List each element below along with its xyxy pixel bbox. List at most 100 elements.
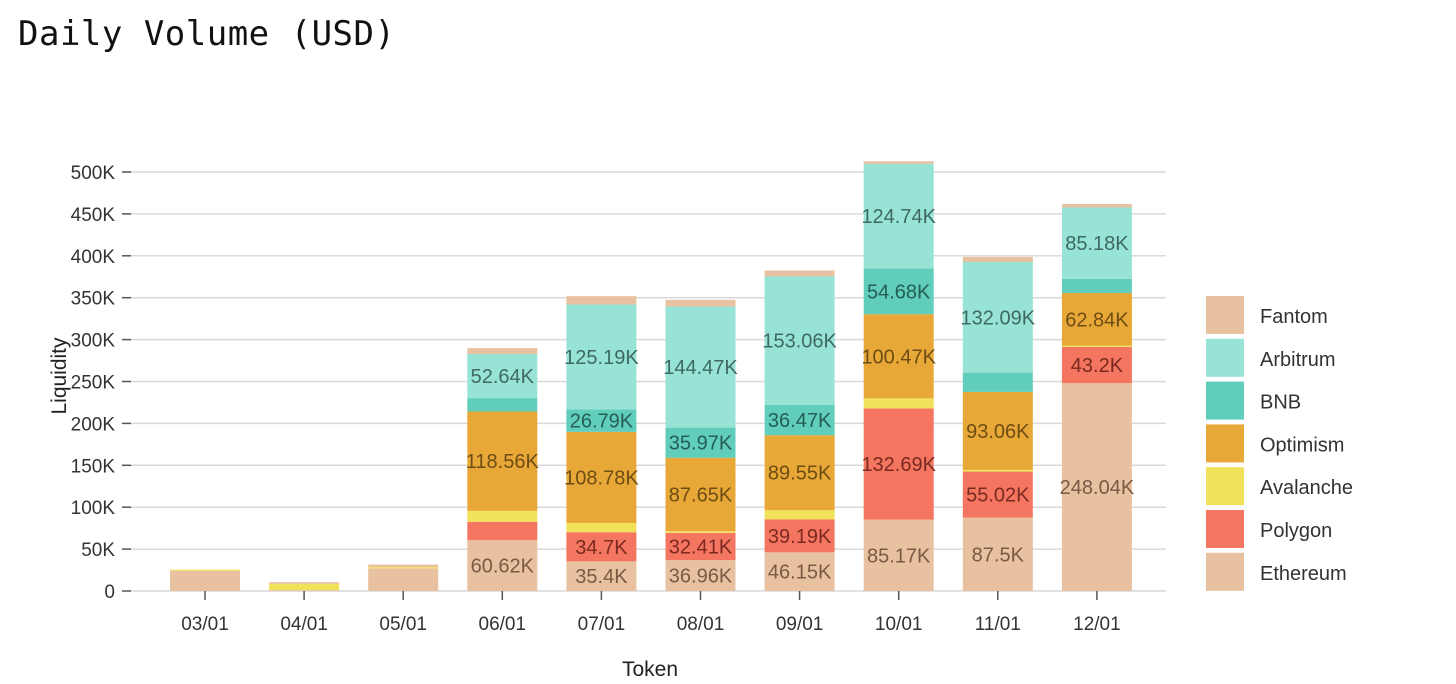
bar-segment-ethereum[interactable] xyxy=(566,561,637,591)
bar-segment-arbitrum[interactable] xyxy=(863,163,934,269)
data-label: 132.09K xyxy=(961,307,1036,329)
legend-item-avalanche[interactable]: Avalanche xyxy=(1206,467,1353,506)
legend-swatch xyxy=(1206,510,1244,548)
data-label: 93.06K xyxy=(966,421,1030,443)
segment-labels: 60.62K 118.56K 52.64K 35.4K 34.7K 108.78K 26.7… xyxy=(466,206,1135,588)
y-axis: 0 50K 100K 150K 200K 250K 300K 350K 400K 450K 500K xyxy=(71,163,131,603)
bar-segment-polygon[interactable] xyxy=(764,519,835,553)
bar-segment-avalanche[interactable] xyxy=(962,469,1033,472)
bar-segment-fantom[interactable] xyxy=(962,256,1033,262)
data-label: 36.47K xyxy=(768,410,832,432)
legend-label: Arbitrum xyxy=(1260,349,1336,371)
bar-segment-polygon[interactable] xyxy=(467,521,538,541)
bar-segment-avalanche[interactable] xyxy=(764,510,835,520)
bar-segment-arbitrum[interactable] xyxy=(764,276,835,405)
data-label: 35.97K xyxy=(669,433,733,455)
bar-segment-fantom[interactable] xyxy=(368,564,439,568)
data-label: 100.47K xyxy=(861,346,936,368)
bar-segment-avalanche[interactable] xyxy=(1061,345,1132,347)
legend-item-bnb[interactable]: BNB xyxy=(1206,381,1301,420)
data-label: 87.5K xyxy=(972,544,1025,566)
x-tick-label: 03/01 xyxy=(181,614,229,635)
bar-segment-optimism[interactable] xyxy=(764,435,835,511)
bar-segment-ethereum[interactable] xyxy=(665,560,736,591)
bar-segment-fantom[interactable] xyxy=(566,296,637,305)
bar-segment-bnb[interactable] xyxy=(467,398,538,412)
bar-segment-polygon[interactable] xyxy=(1061,346,1132,384)
bar-segment-fantom[interactable] xyxy=(1061,204,1132,208)
bar-segment-bnb[interactable] xyxy=(962,372,1033,392)
bar-segment-polygon[interactable] xyxy=(863,408,934,520)
bar-segment-fantom[interactable] xyxy=(269,582,340,584)
y-tick-label: 150K xyxy=(71,456,116,477)
bar-segment-bnb[interactable] xyxy=(566,409,637,432)
bar-segment-avalanche[interactable] xyxy=(467,510,538,522)
bar-segment-polygon[interactable] xyxy=(566,532,637,562)
data-label: 132.69K xyxy=(861,454,936,476)
bar-segment-arbitrum[interactable] xyxy=(566,304,637,410)
legend-item-arbitrum[interactable]: Arbitrum xyxy=(1206,338,1336,377)
bar-segment-avalanche[interactable] xyxy=(566,523,637,533)
bar-segment-arbitrum[interactable] xyxy=(665,306,736,428)
data-label: 89.55K xyxy=(768,463,832,485)
bar-segment-bnb[interactable] xyxy=(1061,278,1132,294)
bar-segment-fantom[interactable] xyxy=(467,348,538,354)
data-label: 55.02K xyxy=(966,485,1030,507)
bar-segment-avalanche[interactable] xyxy=(170,569,240,571)
x-tick-label: 07/01 xyxy=(578,614,626,635)
bar-segment-ethereum[interactable] xyxy=(467,540,538,591)
bar-segment-fantom[interactable] xyxy=(665,299,736,307)
x-axis-label: Token xyxy=(622,658,678,681)
bar-segment-arbitrum[interactable] xyxy=(962,261,1033,373)
data-label: 87.65K xyxy=(669,484,733,506)
bar-segment-bnb[interactable] xyxy=(863,268,934,315)
y-tick-label: 300K xyxy=(71,331,116,352)
legend-item-fantom[interactable]: Fantom xyxy=(1206,296,1328,334)
y-tick-label: 100K xyxy=(71,498,116,519)
legend-item-polygon[interactable]: Polygon xyxy=(1206,510,1332,548)
bar-segment-avalanche[interactable] xyxy=(665,531,736,533)
bar-segment-arbitrum[interactable] xyxy=(1061,207,1132,279)
bar-segment-polygon[interactable] xyxy=(665,532,736,561)
legend-item-optimism[interactable]: Optimism xyxy=(1206,424,1344,463)
bar-segment-ethereum[interactable] xyxy=(368,568,439,591)
bars xyxy=(170,161,1132,591)
bar-segment-optimism[interactable] xyxy=(962,391,1033,470)
y-axis-label: Liquidity xyxy=(48,337,71,415)
legend-swatch xyxy=(1206,381,1244,420)
y-tick-label: 500K xyxy=(71,163,116,184)
bar-segment-bnb[interactable] xyxy=(665,427,736,458)
bar-segment-optimism[interactable] xyxy=(1061,293,1132,346)
bar-segment-ethereum[interactable] xyxy=(170,570,240,591)
bar-segment-ethereum[interactable] xyxy=(269,590,340,591)
data-label: 62.84K xyxy=(1065,309,1129,331)
x-tick-label: 04/01 xyxy=(280,614,328,635)
x-tick-label: 05/01 xyxy=(379,614,427,635)
bar-segment-bnb[interactable] xyxy=(764,404,835,436)
legend-item-ethereum[interactable]: Ethereum xyxy=(1206,552,1347,591)
bar-segment-ethereum[interactable] xyxy=(764,552,835,591)
bar-segment-optimism[interactable] xyxy=(467,411,538,511)
bar-segment-ethereum[interactable] xyxy=(863,519,934,591)
bar-segment-avalanche[interactable] xyxy=(368,567,439,569)
x-tick-label: 06/01 xyxy=(479,614,527,635)
legend-swatch xyxy=(1206,552,1244,591)
y-tick-label: 350K xyxy=(71,289,116,310)
data-label: 26.79K xyxy=(570,411,634,433)
bar-segment-optimism[interactable] xyxy=(566,431,637,524)
bar-segment-optimism[interactable] xyxy=(665,457,736,532)
bar-segment-arbitrum[interactable] xyxy=(467,353,538,399)
bar-segment-fantom[interactable] xyxy=(764,270,835,277)
bar-segment-avalanche[interactable] xyxy=(863,398,934,409)
x-tick-label: 10/01 xyxy=(875,614,923,635)
x-tick-label: 11/01 xyxy=(975,614,1021,635)
x-axis: 03/01 04/01 05/01 06/01 07/01 08/01 09/01 10/01… xyxy=(181,591,1121,635)
bar-segment-optimism[interactable] xyxy=(863,314,934,399)
bar-segment-fantom[interactable] xyxy=(863,161,934,164)
bar-segment-avalanche[interactable] xyxy=(269,583,340,591)
bar-segment-polygon[interactable] xyxy=(962,471,1033,518)
bar-segment-ethereum[interactable] xyxy=(1061,383,1132,591)
data-label: 124.74K xyxy=(861,206,936,228)
bar-segment-ethereum[interactable] xyxy=(962,517,1033,591)
